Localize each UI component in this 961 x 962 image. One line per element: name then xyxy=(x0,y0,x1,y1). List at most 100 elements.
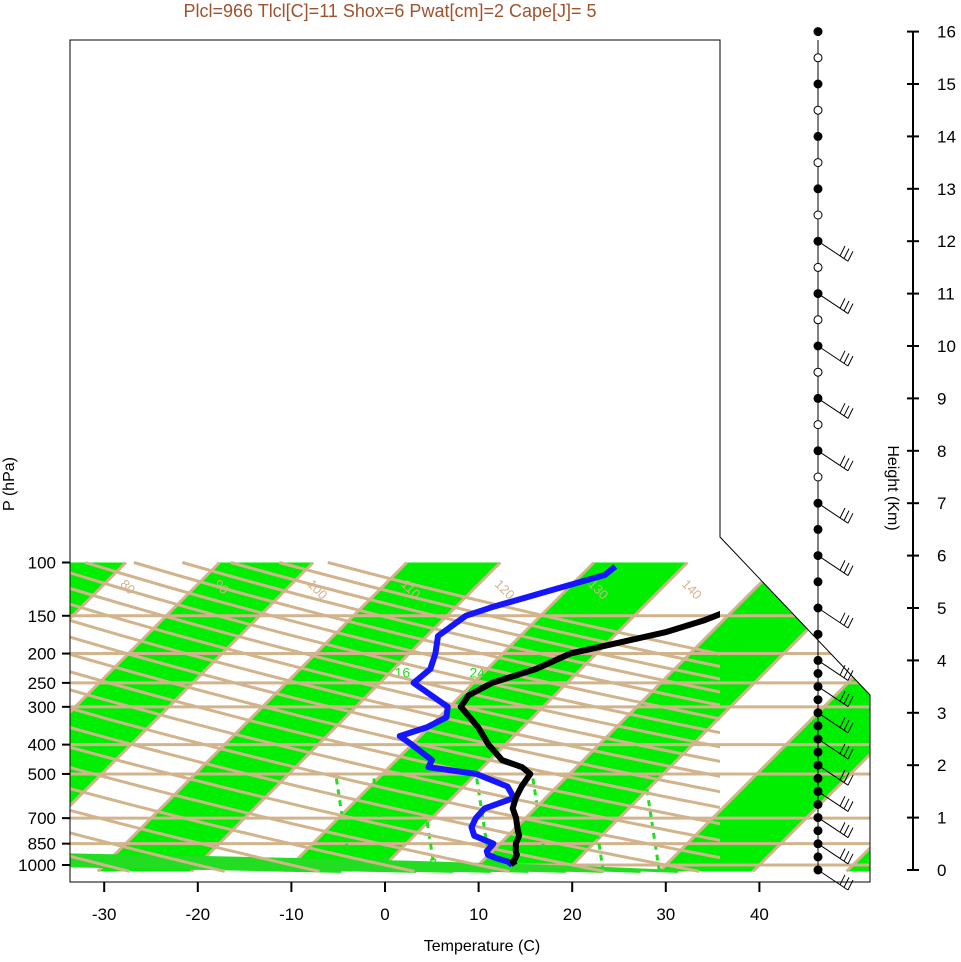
wind-barb-flag xyxy=(847,827,854,838)
isotherm-line xyxy=(96,561,408,873)
wind-barb-flag xyxy=(847,722,854,734)
wind-barb-flag xyxy=(843,719,850,731)
isotherm-line xyxy=(658,561,870,873)
wind-barb xyxy=(817,869,849,891)
wind-barb xyxy=(817,817,849,839)
adiabats xyxy=(70,561,720,873)
x-tick-label: 30 xyxy=(656,905,675,924)
wind-barb xyxy=(817,450,849,472)
wind-barb-flag xyxy=(847,853,854,865)
wind-dot xyxy=(813,79,823,89)
dry-adiabat xyxy=(70,745,605,873)
wind-barb-flag xyxy=(847,801,854,812)
wind-barb xyxy=(817,345,849,367)
wind-barb-flag xyxy=(839,717,846,728)
wind-barb xyxy=(817,555,849,577)
height-tick-label: 5 xyxy=(937,599,946,618)
height-tick-label: 16 xyxy=(937,23,956,42)
wind-barb-flag xyxy=(839,664,846,676)
height-tick-label: 8 xyxy=(937,442,946,461)
wind-dot xyxy=(813,695,823,705)
isotherm-line xyxy=(190,561,502,873)
height-tick-label: 14 xyxy=(937,127,956,146)
wind-barb-flag xyxy=(839,848,846,859)
wind-barb-flag xyxy=(847,408,854,419)
wind-barb-flag xyxy=(847,512,854,524)
plot-frame xyxy=(69,39,871,883)
dry-adiabat xyxy=(84,561,720,721)
dry-adiabat xyxy=(70,602,720,763)
wind-barb-flag xyxy=(843,850,850,862)
wind-dot xyxy=(813,210,823,220)
wind-barb-flag xyxy=(847,748,854,760)
wind-barb-flag xyxy=(839,795,846,807)
green-band xyxy=(284,562,688,872)
wind-barb xyxy=(817,790,849,812)
wind-dot xyxy=(813,131,823,141)
x-tick-label: -10 xyxy=(279,905,304,924)
height-tick-label: 6 xyxy=(937,547,946,566)
dry-adiabat xyxy=(181,561,720,694)
wind-dot xyxy=(813,27,823,37)
wind-barb-flag xyxy=(847,774,854,786)
wind-barb-flag xyxy=(843,746,850,757)
p-tick-label: 700 xyxy=(28,809,56,828)
wind-dot xyxy=(813,800,823,809)
wind-dot xyxy=(813,577,823,587)
height-tick-label: 2 xyxy=(937,756,946,775)
mixing-ratio-label: 3 xyxy=(382,855,390,871)
wind-barb xyxy=(817,659,849,681)
wind-dot xyxy=(813,524,823,534)
x-tick-label: 40 xyxy=(750,905,769,924)
wind-barb-flag xyxy=(843,667,850,679)
dry-adiabat xyxy=(70,670,720,826)
isotherm-line xyxy=(70,561,127,873)
x-tick-label: -20 xyxy=(186,905,211,924)
wind-barb-flag xyxy=(843,615,850,626)
wind-barb-flag xyxy=(843,798,850,810)
p-tick-label: 300 xyxy=(28,698,56,717)
dry-adiabat xyxy=(70,688,720,842)
wind-dot xyxy=(813,629,823,639)
wind-barbs xyxy=(813,27,854,891)
wind-dot xyxy=(813,472,823,482)
wind-barb xyxy=(817,397,849,419)
wind-dot xyxy=(813,773,823,783)
wind-dot xyxy=(813,826,823,836)
wind-barb-flag xyxy=(839,612,846,624)
wind-barb-flag xyxy=(839,743,846,755)
green-band xyxy=(70,562,314,872)
height-tick-label: 11 xyxy=(937,285,955,304)
wind-dot xyxy=(813,158,823,168)
wind-dot xyxy=(813,262,823,272)
isotherm-line xyxy=(377,561,689,873)
mixing-ratio-line xyxy=(643,773,661,872)
wind-barb-flag xyxy=(843,300,850,312)
wind-barb-flag xyxy=(847,250,854,262)
x-tick-label: 0 xyxy=(380,905,389,924)
temperature-line xyxy=(457,610,720,867)
height-tick-label: 10 xyxy=(937,337,956,356)
wind-barb-flag xyxy=(847,670,854,681)
p-tick-label: 1000 xyxy=(18,856,56,875)
height-tick-label: 9 xyxy=(937,389,946,408)
wind-barb-flag xyxy=(843,772,850,783)
wind-barb-flag xyxy=(839,822,846,833)
wind-barb-flag xyxy=(839,769,846,781)
dry-adiabat xyxy=(70,766,510,873)
wind-barb xyxy=(817,502,849,524)
p-tick-label: 500 xyxy=(28,765,56,784)
height-tick-label: 0 xyxy=(937,861,946,880)
wind-barb-flag xyxy=(839,350,846,362)
y-axis-label: P (hPa) xyxy=(1,457,18,511)
mixing-ratio-line xyxy=(371,773,390,872)
wind-barb-flag xyxy=(839,402,846,414)
x-tick-label: 10 xyxy=(469,905,488,924)
wind-dot xyxy=(813,420,823,430)
dry-adiabat xyxy=(70,831,226,873)
p-tick-label: 250 xyxy=(28,674,56,693)
p-tick-label: 100 xyxy=(28,554,56,573)
height-tick-label: 4 xyxy=(937,651,946,670)
dewpoint-line xyxy=(396,564,618,868)
